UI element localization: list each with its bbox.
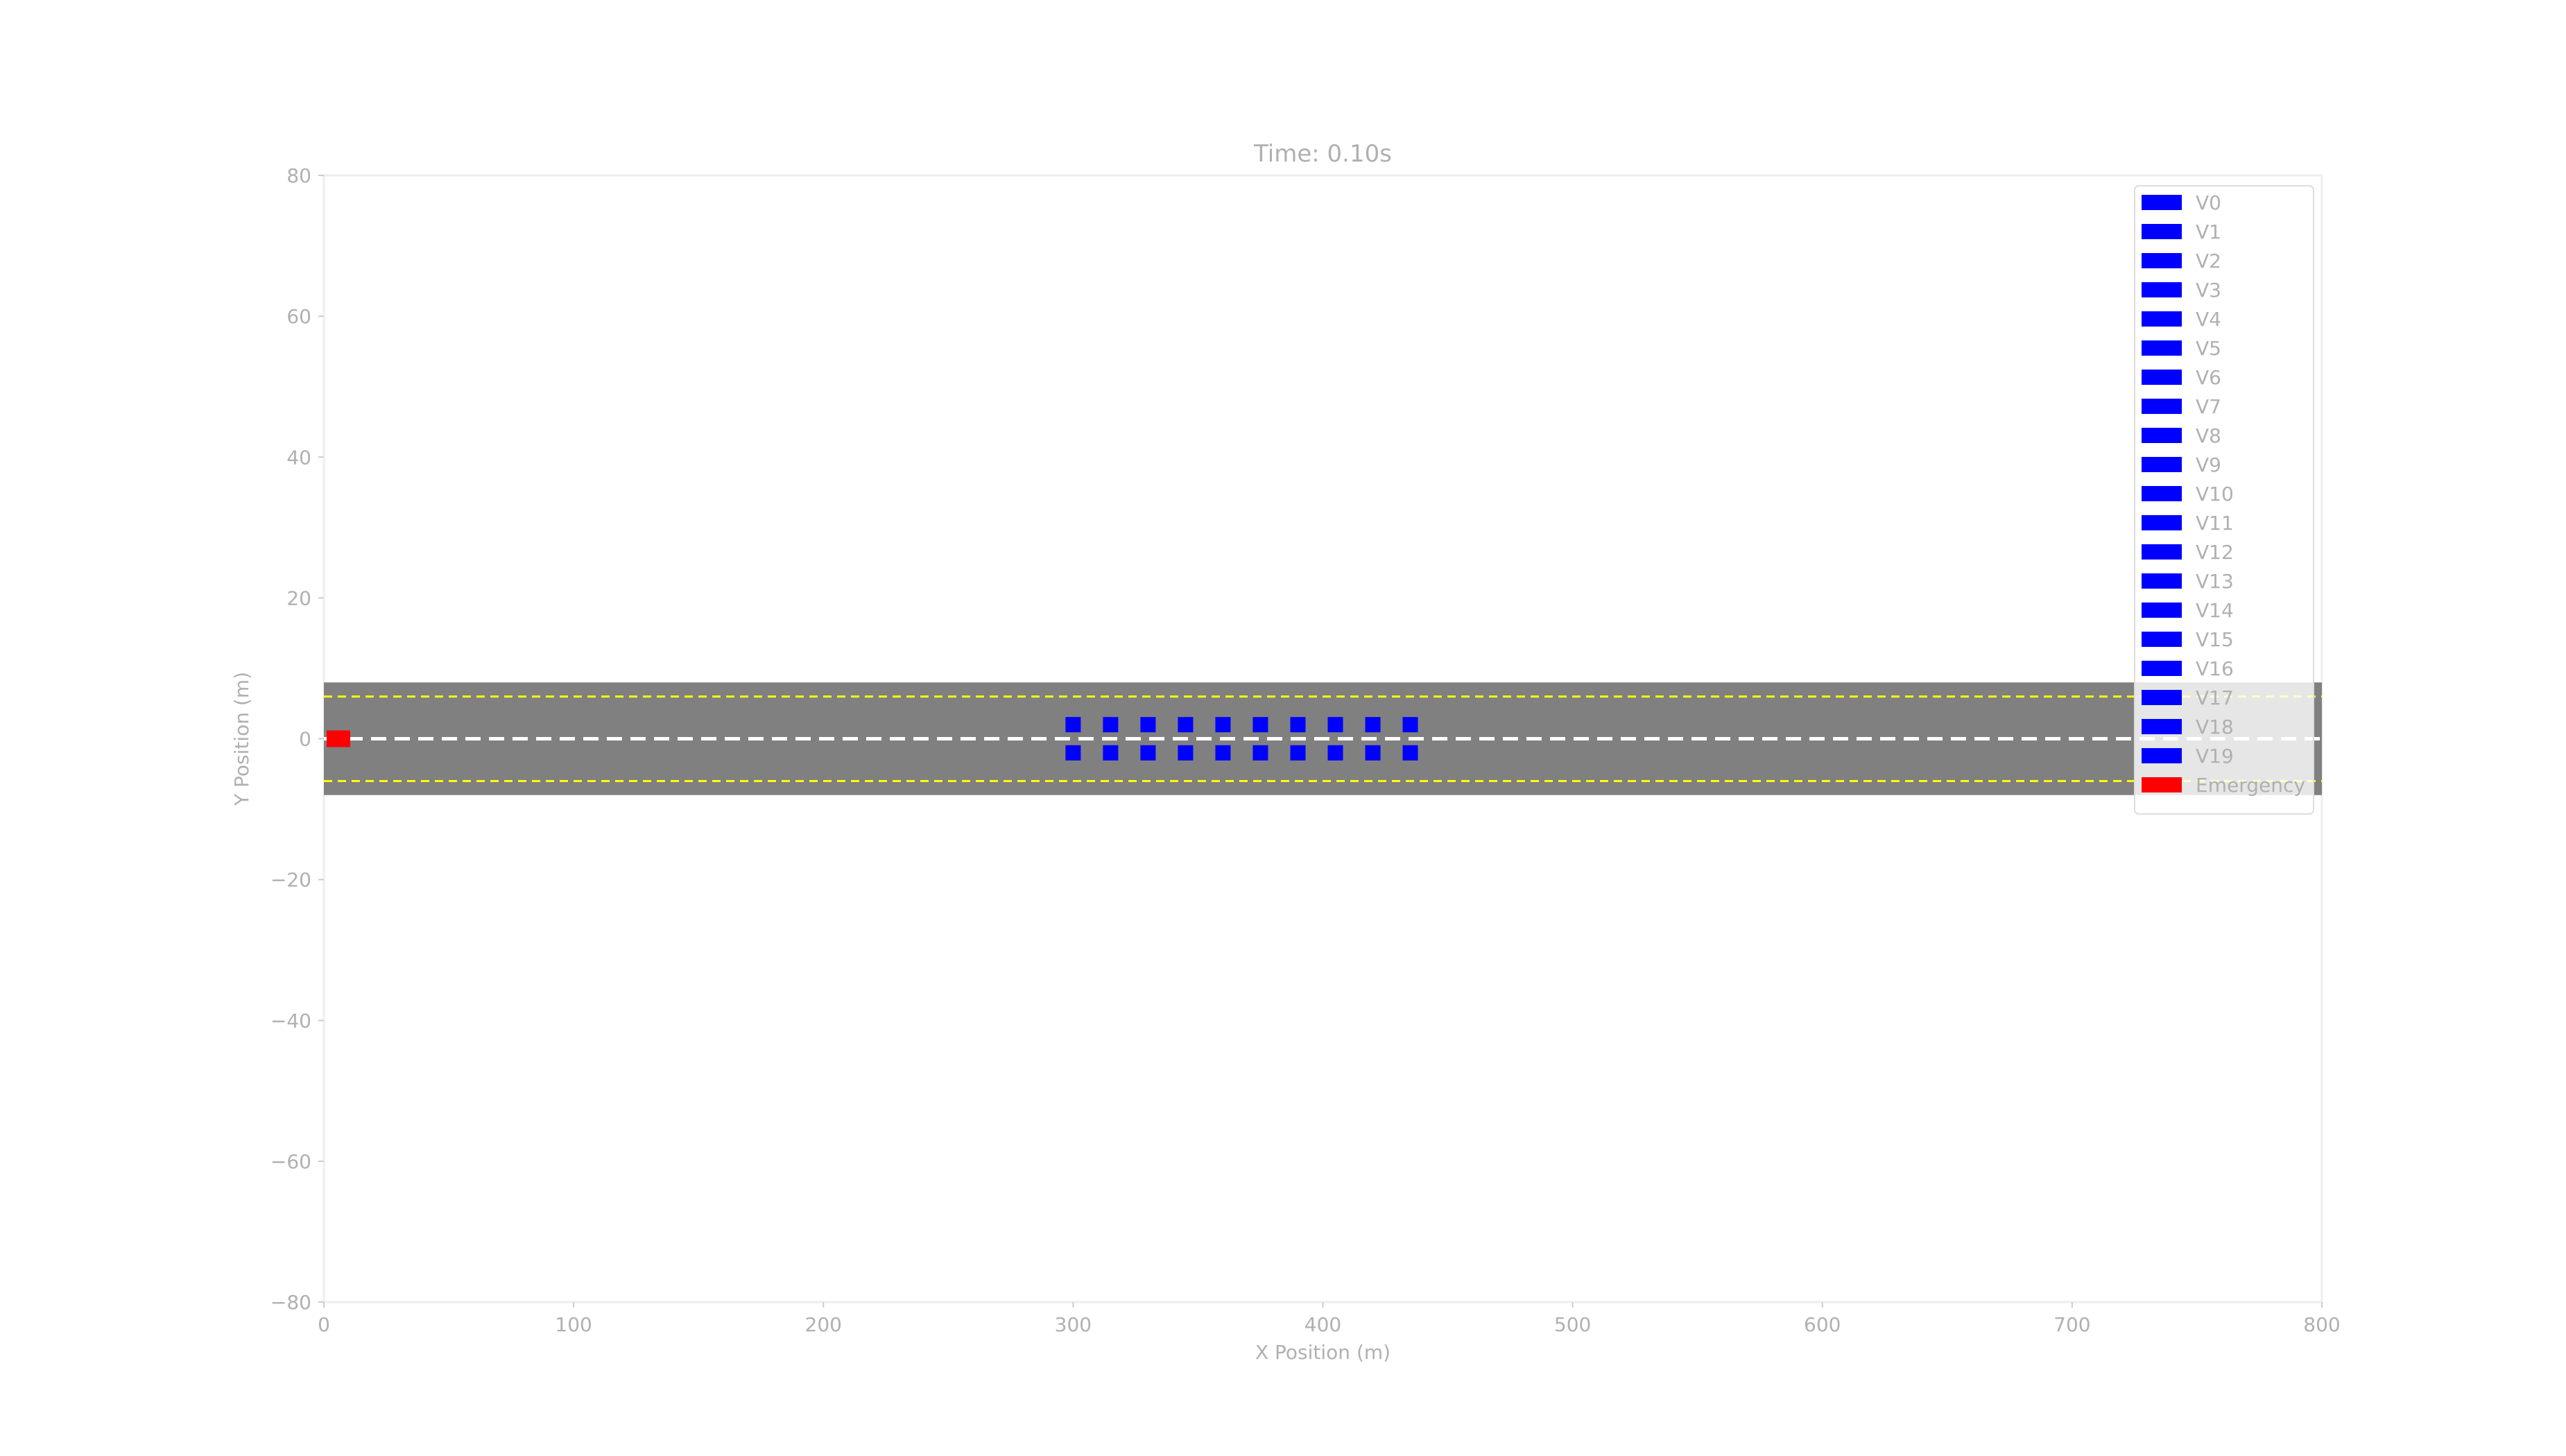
legend-swatch	[2142, 515, 2182, 530]
legend-label: V0	[2196, 191, 2221, 214]
x-tick-label: 500	[1554, 1313, 1591, 1336]
vehicle-v2	[1103, 717, 1119, 733]
legend-label: V13	[2196, 570, 2234, 593]
legend-swatch	[2142, 399, 2182, 414]
legend-label: V11	[2196, 512, 2234, 535]
x-tick-label: 100	[555, 1313, 592, 1336]
legend-swatch	[2142, 777, 2182, 792]
legend-label: V3	[2196, 279, 2221, 302]
vehicle-v10	[1252, 717, 1268, 733]
x-tick-label: 0	[318, 1313, 330, 1336]
legend-swatch	[2142, 661, 2182, 676]
legend-label: V7	[2196, 395, 2221, 418]
y-tick-label: 20	[286, 587, 311, 609]
legend-label: V2	[2196, 250, 2221, 272]
vehicle-v4	[1140, 717, 1156, 733]
chart-title: Time: 0.10s	[1253, 140, 1392, 168]
x-axis: 0 100 200 300 400 500 600 700 800	[318, 1302, 2341, 1336]
legend-items: V0 V1 V2 V3 V4 V5 V6 V7 V8 V9 V10 V11 V12 V13 V14 V15 V1…	[2142, 191, 2305, 797]
legend-swatch	[2142, 457, 2182, 472]
legend-swatch	[2142, 253, 2182, 268]
legend-swatch	[2142, 282, 2182, 297]
road-layer	[324, 682, 2322, 795]
legend-label: V1	[2196, 220, 2221, 243]
vehicle-v7	[1178, 745, 1194, 761]
y-tick-label: 40	[286, 446, 311, 469]
y-tick-label: −60	[270, 1150, 311, 1173]
legend-swatch	[2142, 428, 2182, 443]
vehicle-v8	[1215, 717, 1231, 733]
vehicle-v1	[1065, 745, 1081, 761]
x-tick-label: 700	[2053, 1313, 2090, 1336]
y-tick-label: −20	[270, 869, 311, 892]
legend-label: V12	[2196, 541, 2234, 564]
legend-label: V5	[2196, 337, 2221, 360]
legend-label: V15	[2196, 628, 2234, 651]
vehicle-v18	[1402, 717, 1418, 733]
legend-label: Emergency	[2196, 774, 2305, 797]
legend-swatch	[2142, 544, 2182, 560]
vehicle-v19	[1402, 745, 1418, 761]
legend-swatch	[2142, 690, 2182, 705]
y-axis: −80 −60 −40 −20 0 20 40 60 80	[270, 164, 324, 1314]
legend-swatch	[2142, 340, 2182, 356]
vehicle-v13	[1290, 745, 1306, 761]
legend-swatch	[2142, 573, 2182, 589]
x-tick-label: 400	[1304, 1313, 1341, 1336]
vehicle-v5	[1140, 745, 1156, 761]
legend-label: V19	[2196, 745, 2234, 768]
legend-swatch	[2142, 632, 2182, 647]
vehicle-v15	[1327, 745, 1343, 761]
legend-swatch	[2142, 224, 2182, 239]
y-tick-label: −40	[270, 1009, 311, 1032]
vehicle-v0	[1065, 717, 1081, 733]
x-tick-label: 300	[1055, 1313, 1092, 1336]
x-tick-label: 800	[2303, 1313, 2340, 1336]
legend-label: V8	[2196, 424, 2221, 447]
marks-layer	[327, 717, 1418, 761]
legend-swatch	[2142, 370, 2182, 385]
legend-swatch	[2142, 311, 2182, 327]
x-axis-label: X Position (m)	[1255, 1341, 1390, 1364]
vehicle-emergency	[327, 730, 351, 747]
vehicle-v9	[1215, 745, 1231, 761]
vehicle-v16	[1365, 717, 1381, 733]
y-tick-label: 0	[299, 728, 311, 751]
vehicle-v6	[1178, 717, 1194, 733]
legend-swatch	[2142, 719, 2182, 734]
vehicle-v11	[1252, 745, 1268, 761]
plot-area	[322, 174, 2323, 1303]
legend-label: V4	[2196, 308, 2221, 331]
legend-label: V6	[2196, 366, 2221, 389]
y-tick-label: 80	[286, 164, 311, 187]
legend-label: V18	[2196, 716, 2234, 738]
legend: V0 V1 V2 V3 V4 V5 V6 V7 V8 V9 V10 V11 V12 V13 V14 V15 V1…	[2134, 185, 2314, 815]
legend-swatch	[2142, 748, 2182, 763]
y-tick-label: 60	[286, 305, 311, 328]
legend-label: V17	[2196, 686, 2234, 709]
legend-label: V14	[2196, 599, 2234, 622]
x-tick-label: 200	[805, 1313, 842, 1336]
x-tick-label: 600	[1804, 1313, 1841, 1336]
vehicle-v12	[1290, 717, 1306, 733]
vehicle-v17	[1365, 745, 1381, 761]
vehicle-v3	[1103, 745, 1119, 761]
legend-swatch	[2142, 486, 2182, 501]
legend-swatch	[2142, 195, 2182, 210]
vehicle-v14	[1327, 717, 1343, 733]
legend-label: V9	[2196, 453, 2221, 476]
legend-swatch	[2142, 603, 2182, 618]
legend-label: V16	[2196, 657, 2234, 680]
legend-label: V10	[2196, 483, 2234, 505]
y-axis-label: Y Position (m)	[230, 672, 253, 806]
y-tick-label: −80	[270, 1291, 311, 1314]
